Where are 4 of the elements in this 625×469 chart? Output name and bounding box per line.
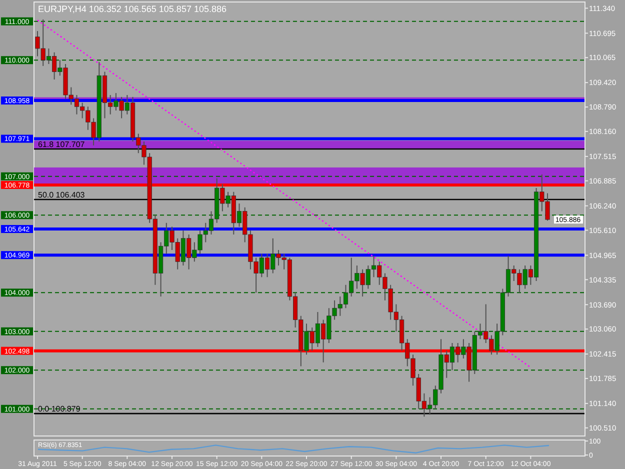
ref-line-label: 61.8 107.707	[38, 140, 86, 149]
chart-title: EURJPY,H4 106.352 106.565 105.857 105.886	[38, 4, 226, 14]
ref-line-label: 0.0 100.879	[38, 404, 81, 414]
ref-line-label: 50.0 106.403	[38, 190, 86, 200]
